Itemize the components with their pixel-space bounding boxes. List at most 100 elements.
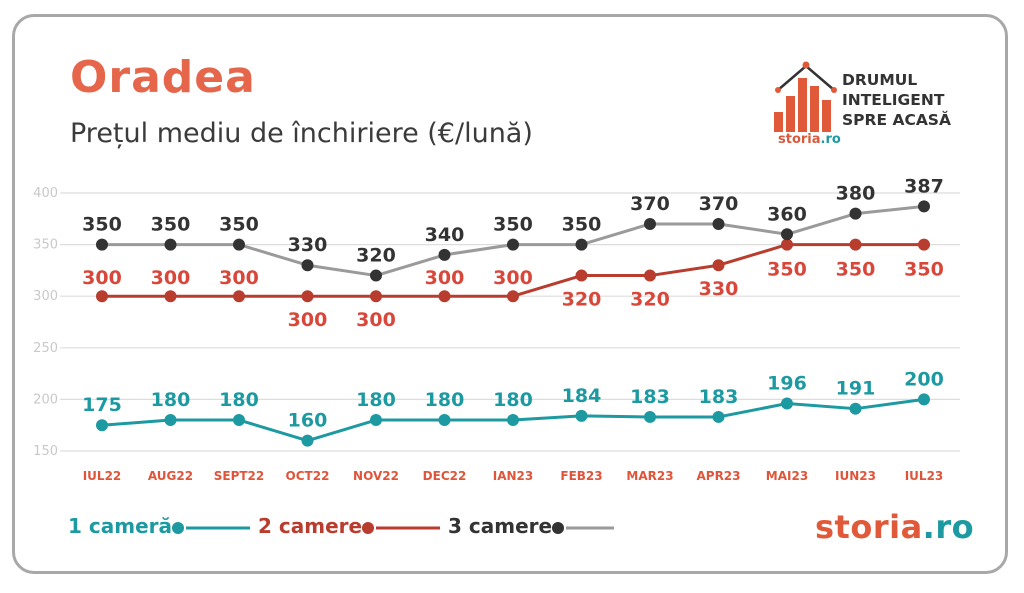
data-point-series-2 — [370, 290, 382, 303]
data-point-series-1 — [781, 397, 793, 410]
y-tick-label: 250 — [33, 341, 58, 356]
data-point-series-3 — [644, 217, 656, 230]
data-point-series-2 — [301, 290, 314, 303]
data-point-series-3 — [712, 217, 725, 230]
data-label-series-2: 350 — [767, 259, 807, 281]
x-tick-label: SEPT22 — [214, 469, 265, 483]
data-point-series-1 — [644, 410, 656, 423]
data-label-series-1: 180 — [356, 389, 396, 411]
data-point-series-1 — [301, 434, 314, 447]
logo-brand: storia.ro — [778, 132, 841, 147]
legend-label-series-3: 3 camere — [448, 514, 553, 538]
data-point-series-3 — [164, 238, 177, 251]
x-tick-label: FEB23 — [560, 469, 602, 483]
data-label-series-1: 196 — [767, 373, 807, 395]
data-label-series-1: 183 — [630, 386, 670, 408]
x-tick-label: AUG22 — [148, 469, 193, 483]
data-point-series-2 — [575, 269, 588, 282]
data-label-series-2: 320 — [630, 289, 670, 311]
data-point-series-3 — [370, 269, 382, 282]
data-point-series-1 — [96, 419, 108, 432]
data-point-series-1 — [507, 414, 519, 427]
data-point-series-1 — [233, 414, 245, 427]
data-point-series-3 — [438, 248, 451, 261]
data-label-series-3: 320 — [356, 245, 396, 267]
x-tick-label: IAN23 — [493, 469, 534, 483]
logo-tagline: DRUMUL INTELIGENT SPRE ACASĂ — [842, 71, 951, 129]
legend-label-series-1: 1 cameră — [68, 514, 172, 538]
data-point-series-3 — [575, 238, 588, 251]
data-point-series-2 — [849, 238, 862, 251]
data-label-series-1: 191 — [836, 378, 876, 400]
data-point-series-3 — [96, 238, 108, 251]
data-point-series-3 — [233, 238, 245, 251]
data-label-series-1: 180 — [493, 389, 533, 411]
data-label-series-3: 387 — [904, 175, 944, 197]
x-tick-label: IUL22 — [83, 469, 122, 483]
data-label-series-2: 320 — [562, 289, 602, 311]
data-point-series-3 — [918, 200, 930, 213]
data-point-series-2 — [781, 238, 793, 251]
y-tick-label: 200 — [33, 392, 58, 407]
chart-subtitle: Prețul mediu de închiriere (€/lună) — [70, 118, 533, 149]
data-label-series-2: 300 — [425, 267, 465, 289]
legend-marker-series-1 — [172, 522, 184, 534]
data-point-series-1 — [370, 414, 382, 427]
data-point-series-1 — [918, 393, 930, 406]
data-label-series-3: 350 — [151, 214, 191, 236]
data-label-series-1: 160 — [288, 410, 328, 432]
x-tick-label: MAI23 — [766, 469, 808, 483]
data-point-series-3 — [507, 238, 519, 251]
data-label-series-2: 300 — [82, 267, 122, 289]
x-tick-label: NOV22 — [353, 469, 399, 483]
data-label-series-1: 180 — [425, 389, 465, 411]
data-point-series-2 — [712, 259, 725, 272]
data-point-series-3 — [849, 207, 862, 220]
data-label-series-3: 360 — [767, 203, 807, 225]
data-label-series-3: 350 — [562, 214, 602, 236]
data-point-series-3 — [781, 228, 793, 241]
data-point-series-2 — [164, 290, 177, 303]
x-tick-label: MAR23 — [626, 469, 673, 483]
data-label-series-3: 330 — [288, 234, 328, 256]
data-point-series-1 — [712, 410, 725, 423]
data-label-series-2: 300 — [219, 267, 259, 289]
data-point-series-1 — [164, 414, 177, 427]
data-label-series-2: 300 — [356, 309, 396, 331]
data-label-series-1: 184 — [562, 385, 602, 407]
data-label-series-1: 180 — [151, 389, 191, 411]
data-label-series-2: 300 — [151, 267, 191, 289]
data-point-series-2 — [233, 290, 245, 303]
data-label-series-1: 175 — [82, 394, 122, 416]
storia-brand-logo: storia.ro — [815, 508, 975, 546]
data-point-series-2 — [918, 238, 930, 251]
x-tick-label: DEC22 — [423, 469, 467, 483]
data-label-series-3: 370 — [630, 193, 670, 215]
x-tick-label: IUL23 — [905, 469, 944, 483]
data-label-series-3: 350 — [82, 214, 122, 236]
x-tick-label: IUN23 — [835, 469, 876, 483]
y-tick-label: 150 — [33, 444, 58, 459]
legend-marker-series-2 — [362, 522, 374, 534]
y-tick-label: 400 — [33, 186, 58, 201]
data-point-series-2 — [96, 290, 108, 303]
data-label-series-2: 330 — [699, 278, 739, 300]
data-label-series-1: 200 — [904, 368, 944, 390]
y-tick-label: 350 — [33, 238, 58, 253]
data-label-series-2: 300 — [493, 267, 533, 289]
data-label-series-1: 183 — [699, 386, 739, 408]
data-point-series-2 — [507, 290, 519, 303]
data-point-series-3 — [301, 259, 314, 272]
data-point-series-2 — [644, 269, 656, 282]
data-point-series-2 — [438, 290, 451, 303]
data-label-series-3: 370 — [699, 193, 739, 215]
data-label-series-2: 300 — [288, 309, 328, 331]
x-tick-label: APR23 — [696, 469, 740, 483]
legend-marker-series-3 — [552, 522, 564, 534]
data-point-series-1 — [438, 414, 451, 427]
data-label-series-1: 180 — [219, 389, 259, 411]
data-label-series-2: 350 — [904, 259, 944, 281]
data-label-series-3: 340 — [425, 224, 465, 246]
data-label-series-2: 350 — [836, 259, 876, 281]
